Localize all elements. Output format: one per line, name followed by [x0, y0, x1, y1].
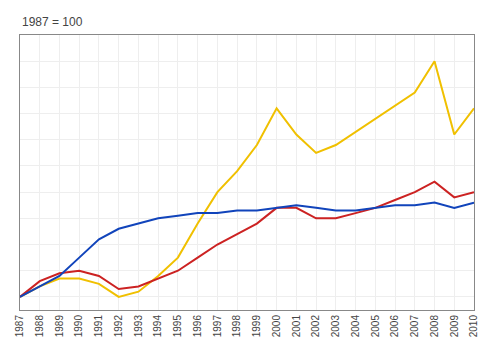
svg-text:2002: 2002 — [310, 315, 321, 338]
svg-text:2010: 2010 — [468, 315, 479, 338]
svg-text:1993: 1993 — [133, 315, 144, 338]
svg-text:1997: 1997 — [212, 315, 223, 338]
svg-text:2005: 2005 — [370, 315, 381, 338]
svg-text:2008: 2008 — [429, 315, 440, 338]
svg-text:1995: 1995 — [172, 315, 183, 338]
svg-text:1998: 1998 — [231, 315, 242, 338]
svg-text:2003: 2003 — [330, 315, 341, 338]
svg-text:1992: 1992 — [113, 315, 124, 338]
svg-text:2001: 2001 — [291, 315, 302, 338]
svg-text:2004: 2004 — [350, 315, 361, 338]
svg-text:2009: 2009 — [449, 315, 460, 338]
svg-text:1994: 1994 — [152, 315, 163, 338]
svg-text:2006: 2006 — [389, 315, 400, 338]
svg-text:1999: 1999 — [251, 315, 262, 338]
svg-text:1996: 1996 — [192, 315, 203, 338]
svg-text:1990: 1990 — [73, 315, 84, 338]
svg-text:2000: 2000 — [271, 315, 282, 338]
svg-text:1988: 1988 — [34, 315, 45, 338]
svg-text:2007: 2007 — [409, 315, 420, 338]
svg-text:1987: 1987 — [14, 315, 25, 338]
svg-text:1991: 1991 — [93, 315, 104, 338]
svg-text:1989: 1989 — [54, 315, 65, 338]
svg-text:1987 = 100: 1987 = 100 — [22, 15, 83, 29]
